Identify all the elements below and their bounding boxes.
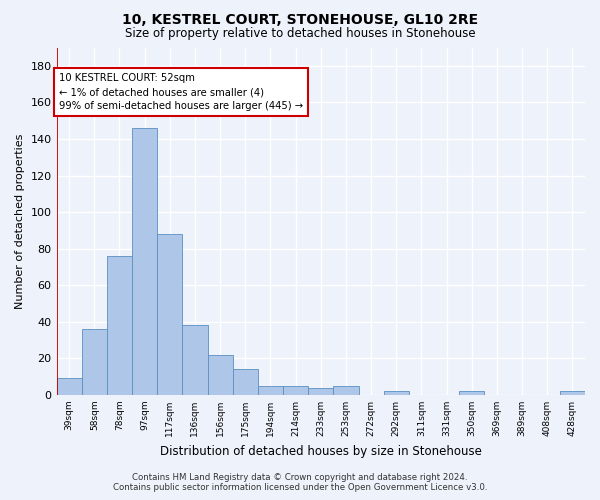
Bar [132, 128, 157, 395]
Bar [182, 326, 208, 395]
Bar [308, 388, 334, 395]
Bar [459, 392, 484, 395]
Bar [258, 386, 283, 395]
X-axis label: Distribution of detached houses by size in Stonehouse: Distribution of detached houses by size … [160, 444, 482, 458]
Bar [208, 354, 233, 395]
Bar [283, 386, 308, 395]
Bar [560, 392, 585, 395]
Text: 10, KESTREL COURT, STONEHOUSE, GL10 2RE: 10, KESTREL COURT, STONEHOUSE, GL10 2RE [122, 12, 478, 26]
Text: 10 KESTREL COURT: 52sqm
← 1% of detached houses are smaller (4)
99% of semi-deta: 10 KESTREL COURT: 52sqm ← 1% of detached… [59, 73, 303, 111]
Bar [383, 392, 409, 395]
Text: Size of property relative to detached houses in Stonehouse: Size of property relative to detached ho… [125, 28, 475, 40]
Bar [56, 378, 82, 395]
Y-axis label: Number of detached properties: Number of detached properties [15, 134, 25, 309]
Bar [107, 256, 132, 395]
Text: Contains HM Land Registry data © Crown copyright and database right 2024.
Contai: Contains HM Land Registry data © Crown c… [113, 473, 487, 492]
Bar [233, 370, 258, 395]
Bar [82, 329, 107, 395]
Bar [157, 234, 182, 395]
Bar [334, 386, 359, 395]
